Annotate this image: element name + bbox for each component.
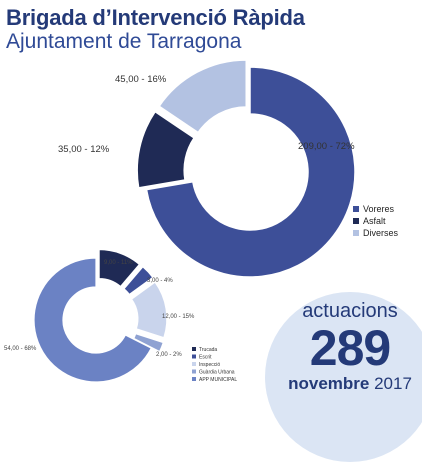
legend-2-label-app-municipal: APP MUNICIPAL — [199, 377, 237, 383]
summary-period: novembre 2017 — [270, 374, 422, 394]
donut-2-label-escrit: 3,00 - 4% — [147, 278, 173, 284]
donut-1-slice-diverses — [158, 59, 247, 134]
donut-2-label-app-municipal: 54,00 - 68% — [4, 346, 37, 352]
donut-1-label-asfalt: 35,00 - 12% — [58, 144, 110, 155]
summary-month: novembre — [288, 374, 370, 393]
donut-2-slice-escrit — [123, 265, 154, 296]
donut-2-slice-guardia-urbana — [132, 332, 165, 353]
legend-2-swatch-app-municipal — [192, 377, 196, 381]
legend-2-label-trucada: Trucada — [199, 347, 217, 353]
summary-text: actuacions 289 novembre 2017 — [270, 300, 422, 394]
donut-1-slice-asfalt — [136, 110, 196, 189]
legend-1-swatch-asfalt — [353, 218, 359, 224]
legend-2-swatch-inspeccio — [192, 362, 196, 366]
donut-2-slice-app-municipal — [33, 257, 153, 383]
summary-total: 289 — [309, 320, 391, 376]
legend-2-swatch-escrit — [192, 354, 196, 359]
donut-2-label-guardia-urbana: 2,00 - 2% — [156, 352, 182, 358]
donut-chart-1: 209,00 - 72% 35,00 - 12% 45,00 - 16% Vorere… — [58, 59, 399, 278]
legend-2-swatch-trucada — [192, 347, 196, 351]
legend-1-label-diverses: Diverses — [363, 228, 399, 238]
donut-chart-2: 9,00 - 11% 3,00 - 4% 12,00 - 15% 2,00 - 2% 5… — [4, 248, 237, 383]
legend-1-label-voreres: Voreres — [363, 204, 395, 214]
donut-1-slice-voreres — [145, 66, 356, 278]
donut-1-label-voreres: 209,00 - 72% — [298, 141, 355, 152]
donut-2-label-inspeccio: 12,00 - 15% — [162, 314, 195, 320]
legend-1-swatch-voreres — [353, 206, 359, 212]
legend-1-swatch-diverses — [353, 230, 359, 236]
donut-2-label-trucada: 9,00 - 11% — [104, 260, 133, 266]
legend-1-label-asfalt: Asfalt — [363, 216, 386, 226]
legend-2-label-inspeccio: Inspecció — [199, 362, 220, 368]
legend-2-label-guardia-urbana: Guàrdia Urbana — [199, 370, 235, 376]
donut-1-label-diverses: 45,00 - 16% — [115, 74, 167, 85]
donut-2-slice-trucada — [98, 248, 141, 288]
summary-year: 2017 — [374, 374, 412, 393]
donut-2-slice-inspeccio — [130, 281, 168, 339]
legend-2-swatch-guardia-urbana — [192, 369, 196, 374]
legend-2-label-escrit: Escrit — [199, 355, 212, 361]
page-title: Brigada d’Intervenció Ràpida — [6, 5, 305, 30]
page-subtitle: Ajuntament de Tarragona — [6, 30, 242, 53]
header: Brigada d’Intervenció Ràpida Ajuntament … — [6, 6, 305, 54]
summary-label: actuacions — [302, 300, 398, 322]
donut-charts: 209,00 - 72% 35,00 - 12% 45,00 - 16% Vorere… — [4, 59, 399, 383]
